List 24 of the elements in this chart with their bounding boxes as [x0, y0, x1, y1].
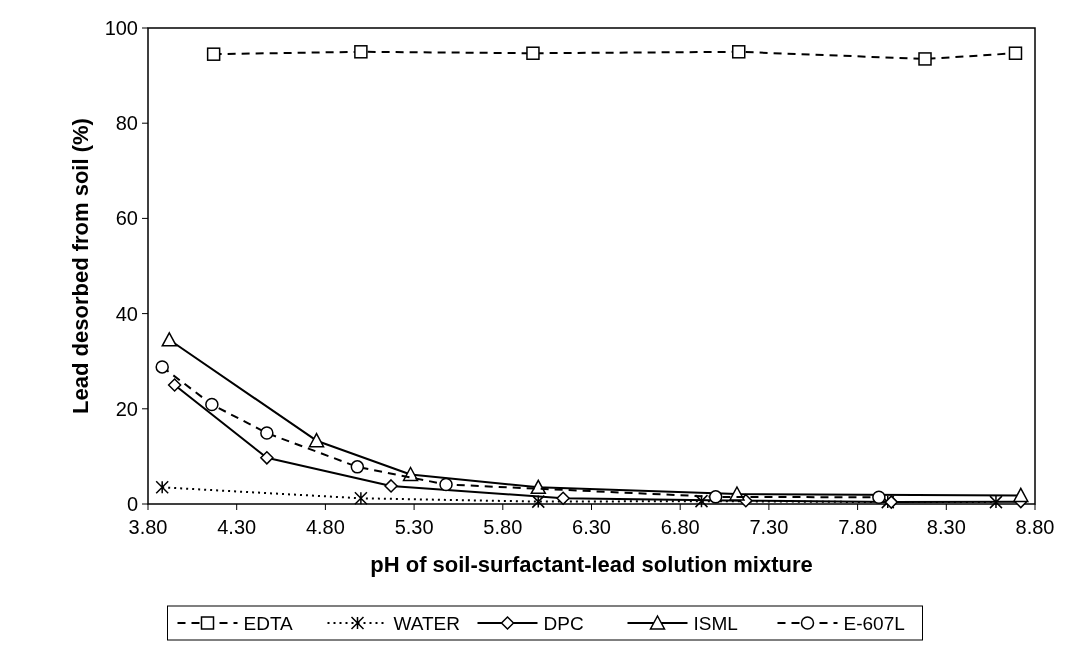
- y-tick-label: 20: [115, 397, 138, 420]
- x-axis-title: pH of soil-surfactant-lead solution mixture: [370, 552, 813, 577]
- x-tick-label: 6.30: [572, 516, 611, 538]
- legend-label: DPC: [543, 612, 584, 634]
- x-tick-label: 3.80: [128, 516, 168, 538]
- y-axis-title: Lead desorbed from soil (%): [68, 118, 93, 414]
- y-tick-label: 40: [115, 302, 138, 325]
- legend-label: EDTA: [243, 612, 294, 634]
- legend-label: ISML: [693, 612, 738, 634]
- x-tick-label: 5.30: [394, 516, 434, 538]
- legend-label: WATER: [393, 612, 460, 634]
- y-tick-label: 0: [126, 493, 138, 515]
- x-tick-label: 6.80: [660, 516, 700, 538]
- x-tick-label: 4.80: [305, 516, 345, 538]
- x-tick-label: 4.30: [217, 516, 257, 538]
- x-tick-label: 5.80: [483, 516, 523, 538]
- y-tick-label: 80: [115, 112, 138, 135]
- x-tick-label: 8.30: [926, 516, 966, 538]
- x-tick-label: 7.80: [838, 516, 878, 538]
- legend-label: E-607L: [843, 612, 905, 634]
- x-tick-label: 8.80: [1015, 516, 1055, 538]
- x-tick-label: 7.30: [749, 516, 789, 538]
- y-tick-label: 60: [115, 207, 138, 230]
- y-tick-label: 100: [104, 17, 138, 39]
